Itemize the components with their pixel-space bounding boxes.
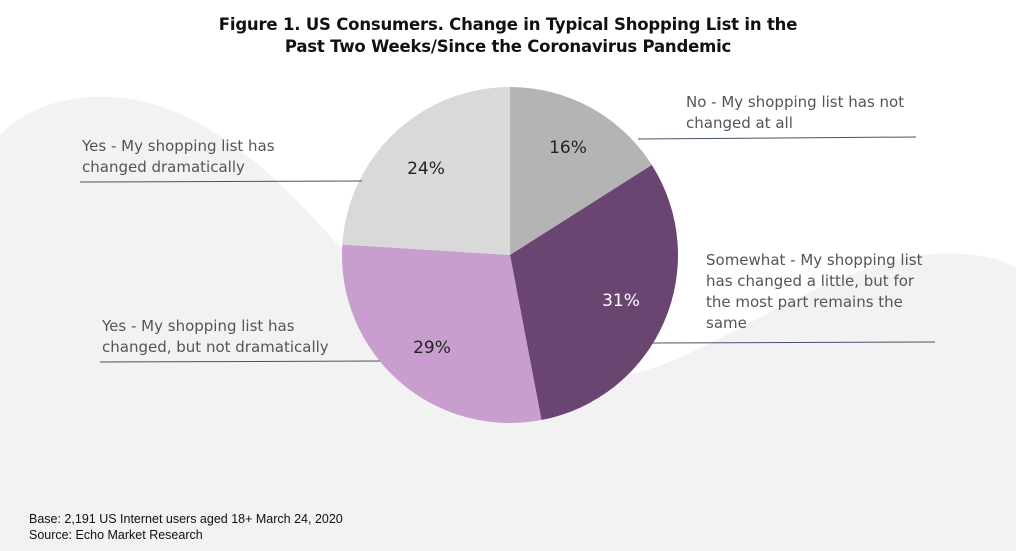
- chart-title-line-2: Past Two Weeks/Since the Coronavirus Pan…: [284, 37, 732, 56]
- source-note: Source: Echo Market Research: [29, 528, 203, 542]
- pie-slice-31: [510, 164, 678, 421]
- slice-label-line: Yes - My shopping list has: [102, 317, 295, 335]
- pie-slice-16: [510, 87, 652, 255]
- data-label-29: 29%: [413, 338, 451, 358]
- data-label-31: 31%: [602, 291, 640, 311]
- slice-label-line: changed dramatically: [82, 158, 245, 176]
- leader-line-29: [99, 360, 381, 363]
- pie-slice-24: [342, 87, 510, 255]
- slice-label-line: Somewhat - My shopping list: [706, 251, 923, 269]
- data-label-24: 24%: [407, 159, 445, 179]
- leader-line-24: [79, 180, 363, 183]
- data-label-16: 16%: [549, 138, 587, 158]
- slice-label-somewhat: Somewhat - My shopping list has changed …: [706, 250, 922, 334]
- chart-title: Figure 1. US Consumers. Change in Typica…: [0, 14, 1016, 58]
- slice-label-line: changed, but not dramatically: [102, 338, 329, 356]
- pie-slice-29: [342, 244, 542, 423]
- background-wave-shape: [0, 96, 1016, 551]
- slice-label-line: Yes - My shopping list has: [82, 137, 275, 155]
- slice-label-line: same: [706, 314, 747, 332]
- slice-label-line: the most part remains the: [706, 293, 903, 311]
- slice-label-line: No - My shopping list has not: [686, 93, 905, 111]
- base-note: Base: 2,191 US Internet users aged 18+ M…: [29, 512, 343, 526]
- slice-label-line: changed at all: [686, 114, 793, 132]
- slice-label-line: has changed a little, but for: [706, 272, 915, 290]
- slice-label-no-change: No - My shopping list has not changed at…: [686, 92, 904, 134]
- leader-line-31: [651, 341, 936, 344]
- chart-title-line-1: Figure 1. US Consumers. Change in Typica…: [218, 15, 798, 34]
- slice-label-changed-not-dramatically: Yes - My shopping list has changed, but …: [102, 316, 329, 358]
- slice-label-changed-dramatically: Yes - My shopping list has changed drama…: [82, 136, 275, 178]
- chart-footer: Base: 2,191 US Internet users aged 18+ M…: [29, 511, 343, 543]
- leader-line-16: [637, 136, 917, 140]
